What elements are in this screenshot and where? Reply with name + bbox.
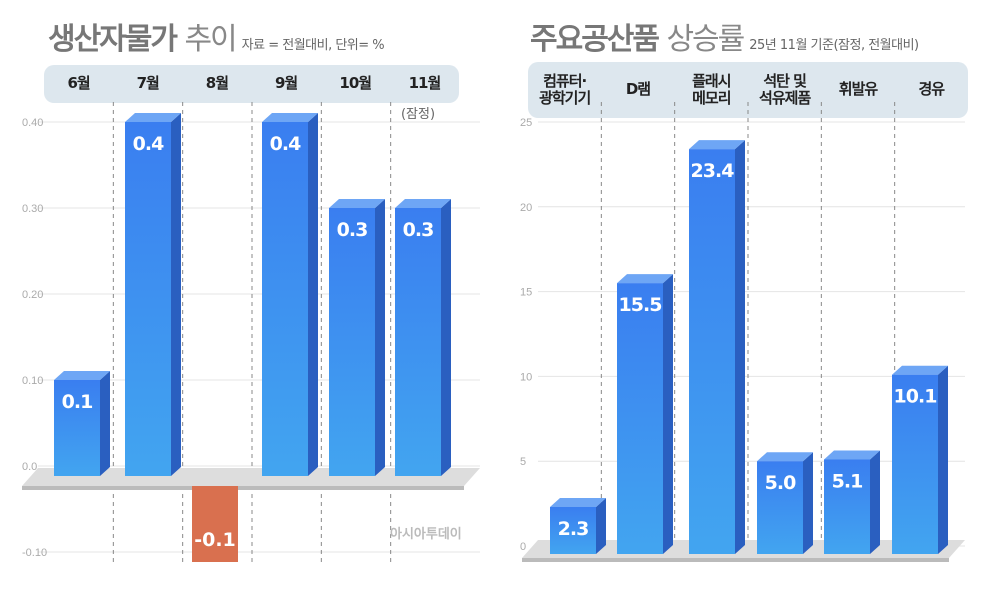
bar	[329, 208, 375, 476]
bar	[395, 208, 441, 476]
bar-side	[171, 113, 181, 476]
category-label: D램	[625, 80, 651, 99]
bar-side	[938, 365, 948, 554]
left-category-band: 6월 7월 8월 9월 10월 11월	[44, 65, 459, 103]
category-label: 휘발유	[838, 80, 878, 99]
bar-value-label: 2.3	[558, 518, 589, 540]
y-tick-label: 15	[520, 287, 532, 299]
bar-top	[54, 371, 110, 380]
provisional-note: (잠정)	[401, 107, 435, 122]
bar-value-label: 0.3	[337, 219, 368, 241]
category-label: 8월	[205, 74, 229, 93]
bar-side	[803, 452, 813, 554]
category-label: 플래시 메모리	[692, 71, 731, 107]
bar-side	[596, 497, 606, 554]
y-tick-label: 0.30	[22, 203, 43, 215]
category-label: 경유	[918, 80, 946, 99]
category-label: 11월	[408, 74, 442, 93]
y-tick-label: -0.10	[22, 547, 47, 559]
y-tick-label: 0.40	[22, 117, 43, 129]
bar-top	[125, 113, 181, 122]
bar	[617, 283, 663, 554]
bar-value-label: 0.1	[62, 391, 93, 413]
bar-value-label: 23.4	[691, 160, 735, 182]
bar	[757, 461, 803, 554]
y-tick-label: 10	[520, 371, 532, 383]
bar-top	[550, 497, 606, 507]
category-label: 컴퓨터· 광학기기	[539, 71, 591, 107]
y-tick-label: 25	[520, 117, 532, 129]
bar-side	[100, 371, 110, 476]
bar	[824, 459, 870, 554]
right-chart-title: 주요공산품 상승률 25년 11월 기준(잠정, 전월대비)	[530, 22, 919, 57]
bar-top	[892, 365, 948, 375]
watermark: 아시아투데이	[390, 526, 462, 542]
category-label: 10월	[339, 74, 372, 93]
category-label: 6월	[67, 74, 90, 93]
bar-side	[870, 450, 880, 554]
bar	[892, 374, 938, 554]
bar-top	[824, 450, 880, 460]
y-tick-label: 0.10	[22, 375, 43, 387]
bar-top	[395, 199, 451, 208]
bar	[125, 122, 171, 476]
category-label: 석탄 및 석유제품	[759, 71, 811, 107]
bar	[54, 380, 100, 476]
bar-value-label: 0.4	[270, 133, 301, 155]
bar-side	[441, 199, 451, 476]
bar-value-label: 5.0	[765, 472, 796, 494]
right-category-band: 컴퓨터· 광학기기 D램 플래시 메모리 석탄 및 석유제품 휘발유 경유	[528, 62, 968, 118]
category-label: 9월	[274, 74, 298, 93]
bar	[689, 149, 735, 555]
y-tick-label: 0.20	[22, 289, 43, 301]
bar-top	[617, 274, 673, 284]
bar-value-label: 0.4	[133, 133, 164, 155]
bar-value-label: 0.3	[403, 219, 434, 241]
bar-value-label: -0.1	[194, 529, 236, 551]
bar-top	[689, 140, 745, 150]
bar	[550, 506, 596, 554]
bar-side	[663, 274, 673, 554]
y-tick-label: 20	[520, 202, 532, 214]
bar-top	[329, 199, 385, 208]
left-chart-title: 생산자물가 추이 자료 = 전월대비, 단위= %	[48, 22, 385, 57]
category-label: 7월	[136, 74, 160, 93]
bar-side	[375, 199, 385, 476]
bar	[262, 122, 308, 476]
bar-side	[308, 113, 318, 476]
bar-top	[757, 452, 813, 462]
bar-side	[735, 140, 745, 555]
bar-value-label: 10.1	[894, 386, 937, 408]
base-platform-edge	[522, 558, 949, 562]
bar-value-label: 15.5	[619, 294, 662, 316]
bar-negative	[192, 486, 238, 562]
bar-value-label: 5.1	[832, 471, 863, 493]
base-platform-edge	[22, 486, 464, 490]
y-tick-label: 0	[520, 541, 526, 553]
bar-top	[262, 113, 318, 122]
y-tick-label: 5	[520, 456, 526, 468]
y-tick-label: 0.0	[22, 461, 37, 473]
